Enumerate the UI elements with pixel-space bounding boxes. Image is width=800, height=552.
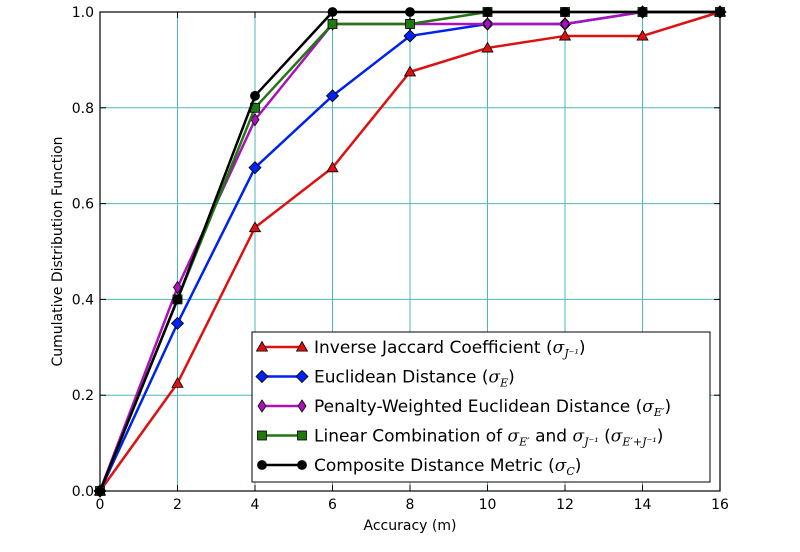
x-tick-label: 8 — [406, 497, 415, 513]
legend-label-part: Penalty-Weighted Euclidean Distance ( — [314, 397, 642, 417]
legend-marker-composite — [297, 460, 307, 470]
data-point-penalty — [560, 17, 570, 31]
y-tick-label: 0.6 — [72, 197, 94, 213]
x-axis-label: Accuracy (m) — [364, 518, 457, 534]
data-point-penalty — [250, 113, 260, 127]
legend-marker-penalty — [297, 399, 307, 413]
x-tick-label: 16 — [711, 497, 729, 513]
legend-label-part: J⁻¹ — [582, 436, 599, 449]
legend-label-part: σ — [642, 397, 654, 417]
data-point-linear — [327, 19, 338, 29]
data-point-composite — [172, 294, 183, 305]
x-tick-label: 10 — [479, 497, 497, 513]
legend-label-part: E′ — [653, 406, 665, 419]
data-point-jaccard — [326, 161, 339, 173]
legend-label-penalty: Penalty-Weighted Euclidean Distance (σE′… — [314, 397, 671, 419]
legend-marker-euclidean — [295, 369, 309, 384]
x-tick-label: 6 — [328, 497, 337, 513]
data-point-euclidean — [170, 316, 185, 330]
legend-label-part: ) — [508, 368, 515, 388]
legend-marker-composite — [257, 460, 267, 470]
legend-box — [251, 331, 711, 483]
data-point-jaccard — [481, 41, 494, 53]
y-tick-label: 0.8 — [72, 101, 94, 117]
legend-marker-jaccard — [255, 340, 269, 352]
legend-label-part: σ — [553, 338, 565, 358]
legend-label-part: E′+J⁻¹ — [621, 436, 656, 449]
legend-entry-euclidean: Euclidean Distance (σE) — [255, 368, 515, 390]
legend-label-part: σ — [611, 427, 623, 447]
legend-label-jaccard: Inverse Jaccard Coefficient (σJ⁻¹) — [314, 338, 586, 360]
legend-label-part: ) — [657, 427, 664, 447]
legend-marker-penalty — [257, 399, 267, 413]
legend-entry-linear: Linear Combination of σE′ and σJ⁻¹ (σE′+… — [257, 427, 663, 449]
legend-label-part: σ — [489, 368, 501, 388]
x-tick-label: 4 — [251, 497, 260, 513]
y-tick-label: 1.0 — [72, 5, 94, 21]
legend-marker-euclidean — [255, 369, 269, 384]
series-jaccard — [93, 5, 727, 496]
data-point-jaccard — [636, 29, 649, 41]
legend-label-part: Inverse Jaccard Coefficient ( — [314, 338, 553, 358]
legend-marker-jaccard — [295, 340, 309, 352]
legend-label-part: ( — [599, 427, 611, 447]
data-point-jaccard — [171, 376, 184, 388]
legend-label-part: ) — [664, 397, 671, 417]
data-point-euclidean — [325, 89, 340, 103]
data-point-jaccard — [558, 29, 572, 41]
y-tick-label: 0.2 — [72, 388, 94, 404]
data-point-euclidean — [248, 161, 262, 175]
data-point-penalty — [173, 280, 182, 295]
data-point-euclidean — [403, 29, 417, 43]
legend-label-part: Composite Distance Metric ( — [314, 456, 555, 476]
legend-label-part: Linear Combination of — [314, 427, 508, 447]
legend-label-part: σ — [508, 427, 520, 447]
legend-entry-penalty: Penalty-Weighted Euclidean Distance (σE′… — [257, 397, 671, 419]
legend-label-linear: Linear Combination of σE′ and σJ⁻¹ (σE′+… — [314, 427, 663, 449]
data-point-jaccard — [403, 65, 417, 77]
axis-ticks: 0 2 4 6 8 10 12 14 16 0.0 0.2 0.4 0.6 0.8 1.0 — [72, 5, 729, 513]
legend-label-part: J⁻¹ — [562, 347, 579, 360]
legend-label-part: Euclidean Distance ( — [314, 368, 489, 388]
x-tick-label: 12 — [556, 497, 574, 513]
y-tick-label: 0.0 — [72, 484, 94, 500]
legend-label-part: σ — [572, 427, 584, 447]
legend-label-part: σ — [555, 456, 567, 476]
legend-entry-jaccard: Inverse Jaccard Coefficient (σJ⁻¹) — [255, 338, 586, 360]
legend-label-part: ) — [575, 456, 582, 476]
y-axis-label: Cumulative Distribution Function — [50, 136, 66, 366]
legend-label-part: C — [566, 465, 575, 478]
data-point-penalty — [483, 17, 492, 31]
legend-label-part: and — [530, 427, 573, 447]
data-point-linear — [405, 19, 415, 29]
legend: Inverse Jaccard Coefficient (σJ⁻¹)Euclid… — [251, 331, 711, 483]
legend-label-part: ) — [579, 338, 586, 358]
legend-label-euclidean: Euclidean Distance (σE) — [314, 368, 515, 390]
legend-label-part: E — [499, 377, 508, 390]
legend-label-part: E′ — [518, 436, 530, 449]
x-tick-label: 14 — [634, 497, 652, 513]
legend-entry-composite: Composite Distance Metric (σC) — [257, 456, 581, 478]
x-tick-label: 2 — [173, 497, 182, 513]
data-point-composite — [250, 90, 260, 101]
x-tick-label: 0 — [96, 497, 105, 513]
legend-label-composite: Composite Distance Metric (σC) — [314, 456, 581, 478]
y-tick-label: 0.4 — [72, 292, 94, 308]
data-point-jaccard — [248, 221, 262, 233]
legend-marker-linear — [257, 430, 267, 441]
legend-marker-linear — [297, 430, 307, 441]
